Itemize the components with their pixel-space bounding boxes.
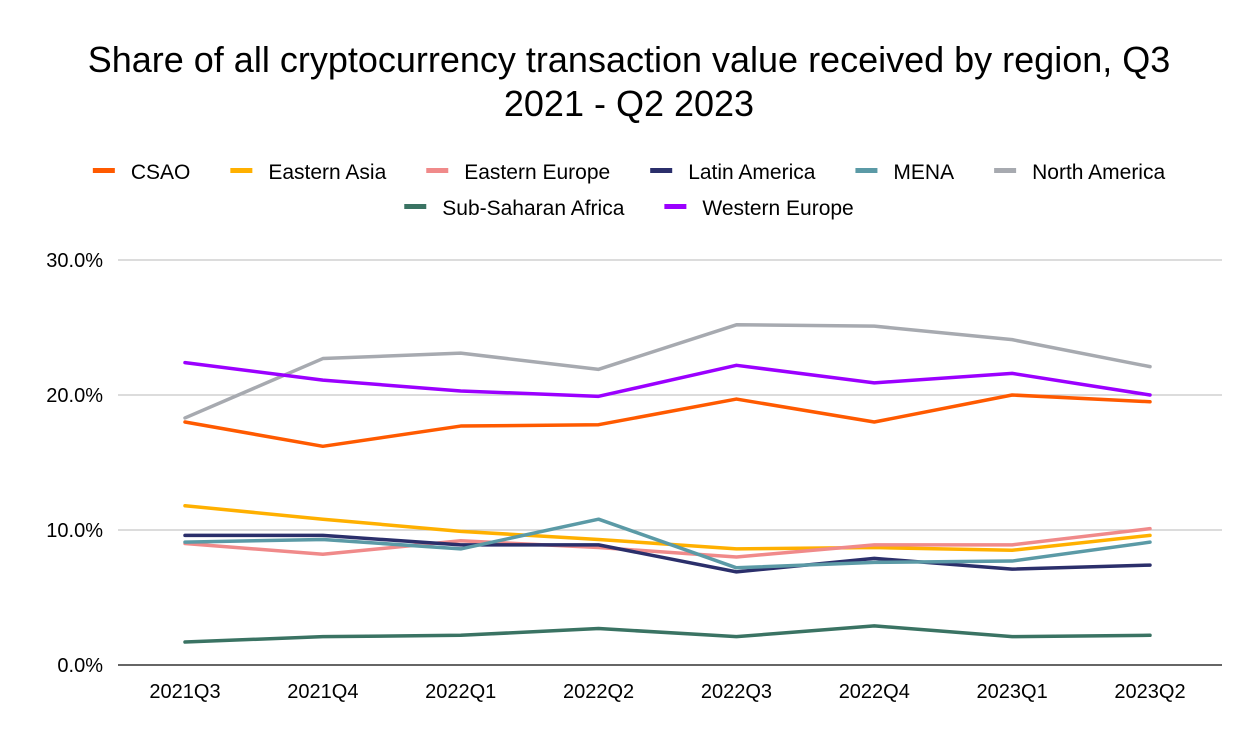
legend-label: CSAO: [131, 161, 191, 184]
series-line-csao: [183, 393, 1152, 449]
x-tick-label: 2023Q1: [977, 681, 1048, 703]
x-tick-label: 2022Q4: [839, 681, 910, 703]
legend-item-sub-saharan-africa: Sub-Saharan Africa: [404, 197, 625, 220]
x-tick-label: 2021Q4: [287, 681, 358, 703]
series-line-eastern-europe: [183, 526, 1152, 559]
legend-item-csao: CSAO: [92, 161, 191, 184]
y-tick-label: 10.0%: [46, 520, 103, 542]
legend-swatch: [404, 204, 427, 209]
chart-title-line-2: 2021 - Q2 2023: [503, 83, 755, 124]
series-line-sub-saharan-africa: [183, 624, 1152, 644]
legend-item-eastern-asia: Eastern Asia: [230, 161, 387, 184]
x-tick-label: 2022Q3: [701, 681, 772, 703]
legend-swatch: [426, 168, 449, 173]
y-tick-label: 20.0%: [46, 385, 103, 407]
legend-swatch: [92, 168, 115, 173]
legend: CSAO Eastern Asia Eastern Europe Latin Amer…: [92, 161, 1165, 220]
legend-swatch: [664, 204, 687, 209]
x-tick-label: 2023Q2: [1114, 681, 1185, 703]
legend-label: Sub-Saharan Africa: [442, 197, 624, 220]
series-line-latin-america: [183, 533, 1152, 574]
legend-item-eastern-europe: Eastern Europe: [426, 161, 610, 184]
legend-label: North America: [1032, 161, 1165, 184]
legend-label: Western Europe: [702, 197, 853, 220]
legend-swatch: [230, 168, 253, 173]
grid-lines: [118, 259, 1222, 531]
legend-label: Eastern Europe: [464, 161, 610, 184]
y-tick-label: 0.0%: [57, 655, 103, 677]
legend-item-western-europe: Western Europe: [664, 197, 854, 220]
x-tick-label: 2022Q1: [425, 681, 496, 703]
legend-swatch: [994, 168, 1017, 173]
series-line-mena: [183, 517, 1152, 570]
legend-label: Eastern Asia: [268, 161, 386, 184]
series-line-western-europe: [183, 360, 1152, 399]
legend-swatch: [855, 168, 878, 173]
y-tick-label: 30.0%: [46, 250, 103, 272]
legend-item-mena: MENA: [855, 161, 954, 184]
x-tick-label: 2021Q3: [149, 681, 220, 703]
legend-item-north-america: North America: [994, 161, 1165, 184]
axes: 0.0% 10.0% 20.0% 30.0% 2021Q3 2021Q4 2022Q1 202…: [46, 250, 1222, 703]
chart-title-line-1: Share of all cryptocurrency transaction …: [87, 39, 1171, 80]
legend-item-latin-america: Latin America: [650, 161, 816, 184]
legend-label: Latin America: [688, 161, 816, 184]
chart-title: Share of all cryptocurrency transaction …: [0, 38, 1258, 126]
series-lines: [183, 323, 1152, 644]
legend-swatch: [650, 168, 673, 173]
legend-label: MENA: [893, 161, 954, 184]
series-line-north-america: [183, 323, 1152, 420]
x-tick-label: 2022Q2: [563, 681, 634, 703]
